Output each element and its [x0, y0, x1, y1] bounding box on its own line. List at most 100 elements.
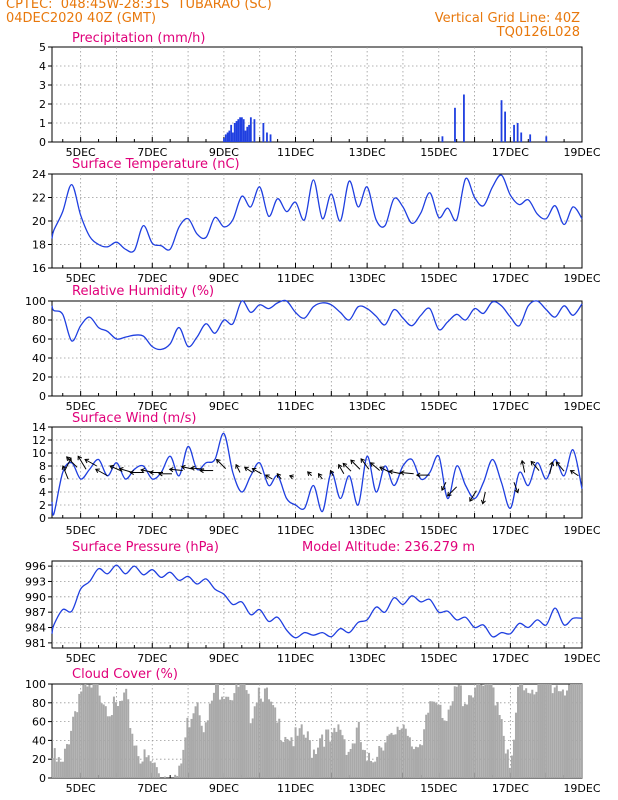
cloud-bar: [525, 688, 528, 778]
cloud-bar: [476, 684, 479, 778]
cloud-bar: [200, 725, 203, 778]
cloud-bar: [580, 684, 583, 778]
cloud-bar: [363, 750, 366, 778]
cloud-bar: [163, 776, 166, 778]
cloud-bar: [178, 765, 181, 778]
wind-arrowhead: [514, 488, 520, 494]
cloud-bar: [70, 730, 73, 778]
cloud-bar: [217, 684, 220, 778]
cloud-bar: [412, 749, 415, 778]
y-tick-label: 0: [39, 512, 46, 525]
wind-arrowhead: [555, 461, 561, 467]
cloud-bar: [110, 715, 113, 778]
cloud-bar: [312, 749, 315, 778]
wind-arrow: [350, 459, 361, 470]
panel-5: [48, 560, 583, 649]
precip-bar: [242, 119, 245, 142]
precip-bar: [230, 124, 233, 142]
cloud-bar: [506, 749, 509, 778]
wind-arrowhead: [399, 470, 405, 476]
y-tick-label: 0: [39, 390, 46, 403]
wind-arrow: [441, 482, 447, 491]
cloud-bar: [317, 747, 320, 778]
cloud-bar: [439, 704, 442, 778]
panel-title: Cloud Cover (%): [72, 667, 178, 682]
wind-arrow: [62, 465, 69, 480]
wind-arrow: [389, 470, 402, 475]
cloud-bar: [261, 701, 264, 778]
cloud-bar: [133, 745, 136, 778]
y-tick-label: 0: [39, 772, 46, 785]
cloud-bar: [266, 687, 269, 778]
x-tick-label: 11DEC: [277, 400, 314, 413]
cloud-bar: [210, 700, 213, 778]
cloud-bar: [545, 684, 548, 778]
precip-bar: [249, 117, 252, 142]
x-tick-label: 13DEC: [349, 782, 386, 795]
cloud-bar: [153, 762, 156, 778]
cloud-bar: [53, 748, 56, 778]
x-tick-label: 15DEC: [420, 782, 457, 795]
x-tick-label: 17DEC: [492, 272, 529, 285]
y-tick-label: 996: [25, 560, 46, 573]
panel-title: Relative Humidity (%): [72, 284, 214, 299]
cloud-bar: [245, 690, 248, 778]
x-tick-label: 7DEC: [137, 400, 167, 413]
wind-arrowhead: [480, 499, 486, 505]
cloud-bar: [353, 743, 356, 778]
wind-arrow: [216, 459, 227, 469]
cloud-bar: [74, 711, 77, 778]
precip-bar: [441, 136, 444, 142]
cloud-bar: [565, 690, 568, 778]
cloud-bar: [204, 722, 207, 778]
wind-arrowhead: [243, 466, 249, 472]
cloud-bar: [576, 684, 579, 778]
x-tick-label: 5DEC: [66, 146, 96, 159]
cloud-bar: [135, 745, 138, 778]
x-tick-label: 19DEC: [563, 524, 600, 537]
model-altitude-label: Model Altitude: 236.279 m: [302, 540, 475, 555]
cloud-bar: [368, 752, 371, 778]
x-tick-label: 15DEC: [420, 400, 457, 413]
cloud-bar: [294, 727, 297, 778]
cloud-bar: [380, 747, 383, 778]
series-line: [51, 564, 583, 639]
x-tick-label: 17DEC: [492, 782, 529, 795]
cloud-bar: [88, 684, 91, 778]
wind-arrowhead: [569, 470, 575, 475]
wind-arrow: [84, 459, 98, 467]
x-tick-label: 9DEC: [209, 400, 239, 413]
series-line: [51, 299, 583, 351]
cloud-bar: [55, 761, 58, 778]
wind-arrow: [379, 466, 391, 473]
y-tick-label: 12: [32, 434, 46, 447]
y-tick-label: 6: [39, 473, 46, 486]
precip-bar: [246, 126, 249, 142]
cloud-bar: [325, 729, 328, 778]
cloud-bar: [272, 705, 275, 778]
cloud-bar: [141, 761, 144, 778]
cloud-bar: [549, 684, 552, 778]
x-tick-label: 15DEC: [420, 652, 457, 665]
x-tick-label: 17DEC: [492, 400, 529, 413]
wind-arrow: [169, 468, 183, 472]
cloud-bar: [349, 748, 352, 778]
x-tick-label: 9DEC: [209, 652, 239, 665]
panel-4: [48, 426, 583, 519]
cloud-bar: [392, 734, 395, 778]
cloud-bar: [151, 762, 154, 778]
cloud-bar: [355, 727, 358, 778]
cloud-bar: [96, 684, 99, 778]
cloud-bar: [227, 696, 230, 778]
wind-arrow: [276, 473, 282, 480]
y-tick-label: 987: [25, 606, 46, 619]
x-tick-label: 13DEC: [349, 400, 386, 413]
cloud-bar: [492, 687, 495, 778]
cloud-bar: [186, 717, 189, 778]
cloud-bar: [455, 686, 458, 778]
cloud-bar: [233, 693, 236, 778]
cloud-bar: [314, 754, 317, 778]
y-tick-label: 1: [39, 117, 46, 130]
x-tick-label: 13DEC: [349, 146, 386, 159]
cloud-bar: [321, 734, 324, 778]
